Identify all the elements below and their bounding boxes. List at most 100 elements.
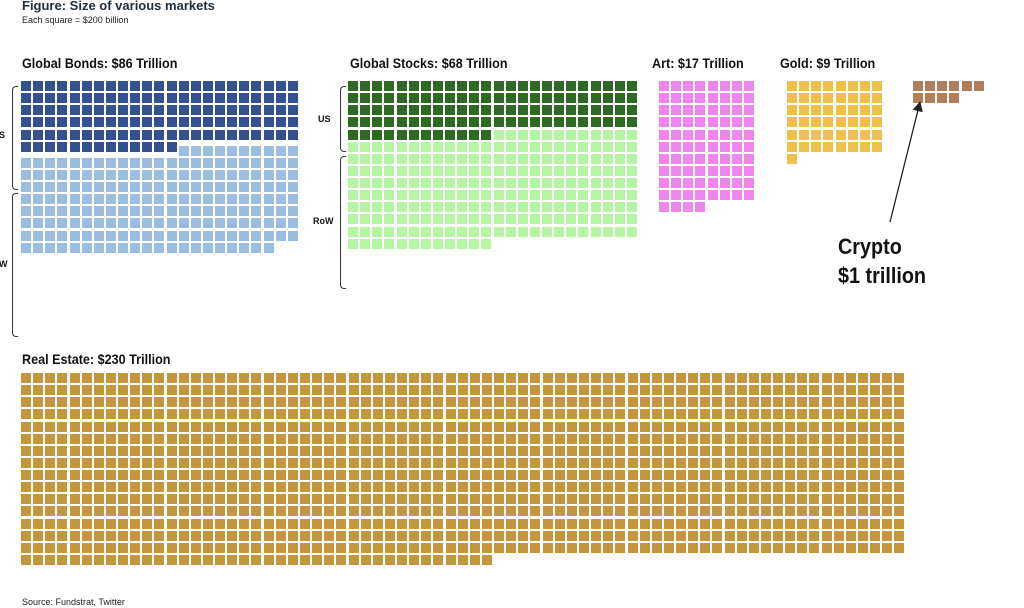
real-estate-square [33,506,44,517]
global-stocks-square [505,117,516,128]
real-estate-square [724,530,735,541]
real-estate-square [603,518,614,529]
real-estate-square [299,530,310,541]
global-stocks-square [457,81,468,91]
global-bonds-square [21,105,31,116]
real-estate-square [506,470,517,481]
real-estate-square [251,385,262,396]
real-estate-square [603,530,614,541]
real-estate-square [481,457,492,468]
real-estate-square [554,385,565,396]
global-bonds-square [21,194,31,205]
real-estate-square [760,518,771,529]
global-stocks-square [578,153,589,164]
real-estate-square [372,385,383,396]
real-estate-square [566,506,577,517]
real-estate-square [578,397,589,408]
global-bonds-square [130,81,141,91]
global-stocks-square [590,81,601,91]
real-estate-square [178,542,189,553]
real-estate-square [663,530,674,541]
global-bonds-square [130,169,141,180]
global-stocks-square [360,190,371,201]
real-estate-square [870,373,881,383]
real-estate-square [676,506,687,517]
real-estate-square [275,482,286,493]
real-estate-square [299,482,310,493]
art-square [743,117,754,128]
real-estate-square [336,542,347,553]
real-estate-square [81,421,92,432]
global-bonds-square [130,206,141,217]
real-estate-square [81,397,92,408]
global-stocks-square [590,226,601,237]
global-stocks-square [384,226,395,237]
real-estate-square [688,530,699,541]
real-estate-square [287,506,298,517]
real-estate-square [700,445,711,456]
gold-square [847,129,858,140]
real-estate-square [882,542,893,553]
global-stocks-square [517,214,528,225]
real-estate-square [591,373,602,383]
real-estate-square [433,397,444,408]
real-estate-square [360,445,371,456]
global-bonds-square [105,93,116,104]
art-square [707,178,718,189]
crypto-square [925,81,936,91]
real-estate-square [494,542,505,553]
global-stocks-square [408,129,419,140]
global-bonds-square [130,194,141,205]
real-estate-square [445,421,456,432]
real-estate-square [397,433,408,444]
global-stocks-square [396,105,407,116]
real-estate-square [797,470,808,481]
real-estate-square [154,397,165,408]
real-estate-square [397,542,408,553]
global-stocks-square [348,81,358,91]
real-estate-square [773,373,784,383]
real-estate-square [142,494,153,505]
real-estate-square [336,385,347,396]
real-estate-square [69,421,80,432]
global-stocks-square [432,202,443,213]
real-estate-square [433,470,444,481]
global-stocks-square [614,178,625,189]
global-bonds-square [287,194,298,205]
real-estate-square [202,373,213,383]
global-bonds-square [275,157,286,168]
real-estate-square [33,397,44,408]
real-estate-square [397,554,408,565]
real-estate-square [797,397,808,408]
real-estate-square [481,409,492,420]
real-estate-square [33,445,44,456]
art-square [743,190,754,201]
global-bonds-square [215,129,226,140]
real-estate-square [578,518,589,529]
global-bonds-square [239,169,250,180]
global-stocks-square [602,178,613,189]
real-estate-square [797,542,808,553]
gold-square [787,93,797,104]
real-estate-square [445,554,456,565]
global-bonds-square [142,169,153,180]
real-estate-square [93,397,104,408]
art-square [683,165,694,176]
global-bonds-square [45,157,56,168]
real-estate-square [700,397,711,408]
real-estate-square [809,530,820,541]
real-estate-square [736,457,747,468]
real-estate-square [324,421,335,432]
global-stocks-square [372,214,383,225]
real-estate-square [494,385,505,396]
global-stocks-square [408,165,419,176]
real-estate-square [591,457,602,468]
real-estate-square [676,457,687,468]
real-estate-square [542,373,553,383]
global-bonds-square [105,182,116,193]
real-estate-square [676,445,687,456]
real-estate-square [797,506,808,517]
global-stocks-square [554,202,565,213]
global-bonds-square [251,242,262,253]
